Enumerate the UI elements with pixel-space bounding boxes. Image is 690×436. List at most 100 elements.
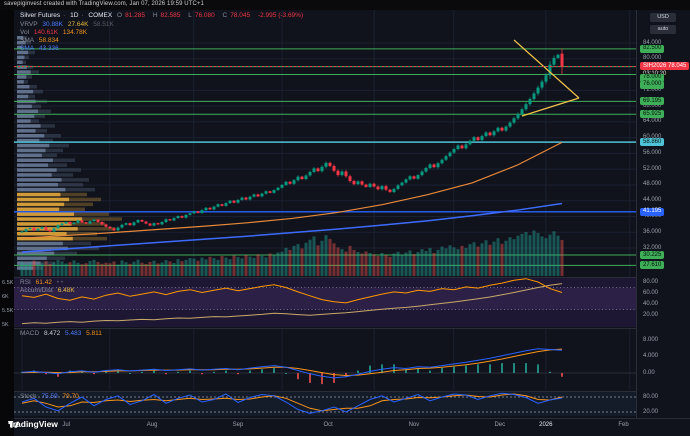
left-tick: 5K [2, 322, 9, 328]
price-tick: 48.000 [643, 181, 662, 188]
price-tick: 0.00 [643, 369, 655, 376]
price-tick: 60.00 [643, 289, 659, 296]
vrvp-label: VRVP [20, 21, 38, 28]
tradingview-logo[interactable]: TradingView [8, 419, 58, 429]
price-tick: 80.000 [643, 55, 662, 62]
time-axis[interactable]: Jul Aug Sep Oct Nov Dec 2026 Feb [14, 418, 690, 436]
close-label: C [222, 12, 228, 19]
price-tick: 8.000 [643, 336, 659, 343]
price-badge-red: SIH2026 78.045 [640, 62, 690, 71]
rsi-label: RSI [20, 279, 31, 286]
price-tick: 84.000 [643, 39, 662, 46]
stoch-legend-row[interactable]: Stoch 75.59 79.70 [20, 393, 82, 400]
accum-dist-label: Accum/Dist [20, 287, 53, 294]
accum-dist-legend-row[interactable]: Accum/Dist 6.48K [20, 287, 78, 294]
high-value: 82.585 [160, 12, 181, 19]
currency-button[interactable]: USD [650, 13, 676, 22]
symbol-legend-row[interactable]: Silver Futures · 1D · COMEX O 81.285 H 82.58… [20, 12, 306, 19]
low-label: L [188, 12, 192, 19]
price-tick: 80.00 [643, 393, 659, 400]
price-tick: 40.00 [643, 300, 659, 307]
rsi-pane[interactable] [14, 278, 636, 327]
open-value: 81.285 [125, 12, 145, 19]
time-label-2026: 2026 [539, 422, 553, 428]
volume-value: 140.61K [33, 29, 59, 36]
macd-signal-value: 5.811 [86, 330, 102, 337]
price-tick: 64.000 [643, 118, 662, 125]
rsi-value: 61.42 [35, 279, 52, 286]
attribution-text: savepiginvest created with TradingView.c… [4, 1, 204, 7]
price-tick: 56.000 [643, 149, 662, 156]
price-tick: 40.000 [643, 212, 662, 219]
tradingview-mark-icon [8, 421, 19, 428]
price-tick: 4.000 [643, 353, 659, 359]
left-tick: 6K [2, 294, 9, 300]
time-label-jul: Jul [62, 422, 71, 428]
macd-legend-row[interactable]: MACD 8.472 5.483 5.811 [20, 330, 105, 337]
time-label-nov: Nov [408, 422, 420, 428]
time-label-aug: Aug [146, 422, 158, 428]
price-tick: 20.00 [643, 408, 659, 415]
attribution-bar: savepiginvest created with TradingView.c… [0, 0, 690, 10]
price-badge-green: 69.195 [640, 97, 665, 106]
accum-dist-value: 6.48K [57, 287, 75, 294]
price-tick: 52.000 [643, 165, 662, 172]
macd-line-value: 5.483 [65, 330, 82, 337]
vrvp-value-3: 58.51K [93, 21, 114, 28]
close-value: 78.045 [230, 12, 251, 19]
sma2-value: 43.336 [38, 45, 59, 52]
stoch-d-value: 79.70 [62, 393, 79, 400]
pane-separator[interactable] [14, 391, 690, 392]
pane-separator[interactable] [14, 277, 690, 278]
sma1-value: 58.834 [38, 37, 59, 44]
tradingview-logo-text: TradingView [8, 419, 58, 429]
sma1-label: SMA [20, 37, 35, 44]
volume-ma-value: 134.78K [62, 29, 88, 36]
separator-dot: · [63, 12, 66, 19]
volume-legend-row[interactable]: Vol 140.61K 134.78K [20, 29, 90, 36]
price-badge-green: 27.610 [640, 261, 665, 270]
price-tick: 20.00 [643, 311, 659, 318]
price-tick: 60.000 [643, 134, 662, 141]
symbol-title: Silver Futures [20, 12, 61, 19]
price-badge-green: 65.925 [640, 110, 665, 119]
price-tick: 72.000 [643, 86, 662, 93]
exchange-label: COMEX [88, 12, 113, 19]
price-tick: 32.000 [643, 244, 662, 251]
time-label-sep: Sep [232, 422, 244, 428]
separator-dot: · [81, 12, 84, 19]
pane-separator[interactable] [14, 328, 690, 329]
left-tick: 6.5K [2, 280, 14, 286]
stoch-k-value: 75.59 [41, 393, 58, 400]
axis-mode-button[interactable]: auto [650, 25, 676, 34]
price-badge-green: 78.000 [640, 73, 665, 82]
vrvp-legend-row[interactable]: VRVP 30.88K 27.64K 58.51K [20, 21, 117, 28]
price-axis[interactable]: USD auto 84.000 80.000 72.000 68.000 64.000 6… [636, 10, 690, 418]
price-tick: 44.000 [643, 197, 662, 204]
price-badge-green: 30.225 [640, 251, 665, 260]
price-badge-cyan: 58.860 [640, 138, 665, 147]
price-tick: 68.000 [643, 102, 662, 109]
low-value: 76.080 [194, 12, 215, 19]
sma2-legend-row[interactable]: SMA 43.336 [20, 45, 62, 52]
open-label: O [117, 12, 123, 19]
stoch-label: Stoch [20, 393, 37, 400]
interval-label: 1D [70, 12, 79, 19]
rsi-hidden-plots: • • [56, 279, 64, 286]
vrvp-value-2: 27.64K [67, 21, 89, 28]
main-chart-pane[interactable] [14, 10, 636, 277]
price-tick: 80.00 [643, 278, 659, 285]
sma1-legend-row[interactable]: SMA 58.834 [20, 37, 62, 44]
chart-card: Silver Futures · 1D · COMEX O 81.285 H 82.58… [14, 10, 690, 436]
rsi-legend-row[interactable]: RSI 61.42 • • [20, 279, 66, 286]
time-label-oct: Oct [323, 422, 333, 428]
sma2-label: SMA [20, 45, 35, 52]
vrvp-value-1: 30.88K [42, 21, 64, 28]
macd-hist-value: 8.472 [43, 330, 61, 337]
volume-label: Vol [20, 29, 30, 36]
stoch-pane[interactable] [14, 392, 636, 416]
price-tick: 36.000 [643, 228, 662, 235]
change-value: -2.995 (-3.69%) [257, 12, 304, 19]
macd-pane[interactable] [14, 329, 636, 390]
